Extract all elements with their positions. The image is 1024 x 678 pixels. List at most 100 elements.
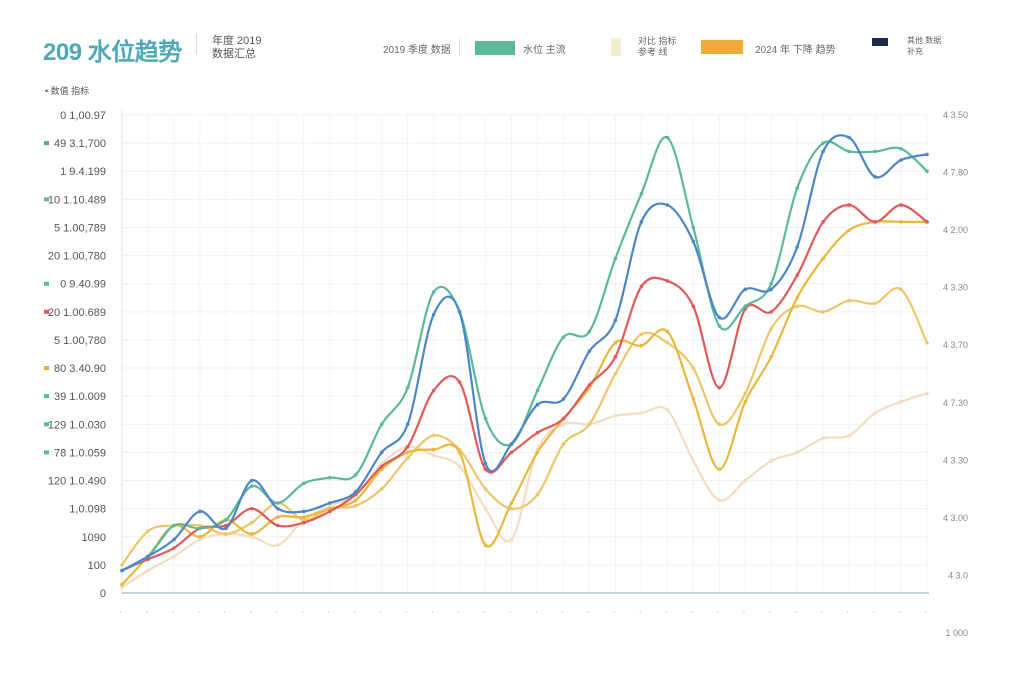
- x-tick-label: ·: [221, 607, 228, 616]
- x-tick-label: ·: [896, 607, 903, 616]
- series-2-point: [483, 461, 488, 466]
- series-6-point: [146, 568, 150, 573]
- y-tick-marker: [44, 450, 49, 455]
- series-4-point: [665, 329, 670, 334]
- series-5-point: [301, 518, 306, 522]
- x-tick-label: ·: [143, 607, 150, 616]
- axis-title-dot-icon: •: [45, 86, 49, 96]
- y-tick-label: 80 3.40.90: [54, 363, 106, 375]
- series-6-point: [873, 411, 877, 415]
- legend-swatch-3[interactable]: [611, 38, 621, 56]
- series-6-point: [561, 422, 566, 427]
- y-tick-label: 129 1.0.030: [48, 419, 106, 431]
- series-1-point: [665, 135, 670, 140]
- series-4-point: [405, 450, 410, 455]
- x-tick-label: ·: [351, 607, 358, 616]
- chart-title: 209 水位趋势: [43, 39, 182, 66]
- series-5-point: [120, 563, 124, 567]
- series-2-point: [613, 318, 618, 323]
- series-1-point: [301, 481, 306, 486]
- series-6-point: [795, 450, 799, 455]
- series-3-point: [925, 220, 929, 224]
- legend-label-3[interactable]: 对比 指标 参考 线: [638, 36, 677, 58]
- legend-label-3b: 参考 线: [638, 47, 668, 57]
- x-tick-label: ·: [299, 607, 306, 616]
- legend-swatch-4[interactable]: [701, 40, 743, 54]
- y-tick-label: 10 1.10.489: [48, 194, 106, 206]
- series-5-point: [717, 422, 722, 427]
- series-5-point: [769, 326, 773, 331]
- y-tick-marker: [44, 141, 49, 146]
- series-6-point: [198, 537, 202, 542]
- x-tick-label: ·: [117, 607, 124, 616]
- x-tick-label: ·: [169, 607, 176, 616]
- series-2-point: [353, 489, 358, 494]
- series-1-point: [743, 304, 748, 309]
- x-tick-label: ·: [558, 607, 565, 616]
- legend-label-5b: 补充: [907, 47, 923, 56]
- right-tick-label: 4 3.30: [943, 283, 968, 293]
- legend-label-3a: 对比 指标: [638, 36, 677, 46]
- series-1-point: [795, 186, 799, 190]
- series-4-point: [353, 498, 358, 503]
- series-1-point: [172, 523, 176, 528]
- y-tick-label: 78 1.0.059: [54, 447, 106, 459]
- y-tick-label: 0 1,00.97: [60, 110, 106, 122]
- series-6-point: [925, 391, 929, 396]
- series-line-5: [120, 286, 929, 566]
- x-tick-label: ·: [273, 607, 280, 616]
- series-6-point: [717, 498, 722, 503]
- y-tick-label: 5 1.00,789: [54, 222, 106, 234]
- series-6-point: [665, 408, 670, 413]
- series-line-2: [120, 134, 929, 572]
- series-4-point: [457, 450, 462, 455]
- series-6-point: [847, 433, 851, 438]
- series-2-point: [198, 509, 202, 514]
- series-2-point: [795, 245, 799, 249]
- series-2-point: [873, 175, 877, 179]
- series-4-point: [198, 534, 202, 539]
- series-2-point: [535, 402, 540, 407]
- series-3-point: [613, 355, 618, 359]
- series-5-point: [353, 504, 358, 508]
- series-3-point: [795, 273, 799, 278]
- series-2-point: [457, 310, 462, 314]
- right-tick-label: 4 3.30: [943, 455, 968, 465]
- series-5-point: [795, 304, 799, 309]
- series-5-point: [379, 487, 384, 491]
- series-1-point: [691, 225, 696, 230]
- x-tick-label: ·: [454, 607, 461, 616]
- chart-title-sub: · · ·: [118, 52, 131, 61]
- series-6-point: [743, 478, 748, 483]
- series-4-point: [483, 543, 488, 547]
- series-5-point: [899, 287, 903, 292]
- series-5-point: [535, 492, 540, 497]
- legend-label-1[interactable]: 2019 季度 数据: [383, 45, 451, 56]
- legend-label-2[interactable]: 水位 主流: [523, 45, 566, 56]
- right-tick-label: 4 3.0: [948, 570, 968, 580]
- x-tick-label: ·: [792, 607, 799, 616]
- legend-separator: [459, 38, 460, 56]
- series-1-point: [873, 149, 877, 154]
- series-6-point: [250, 534, 254, 539]
- series-2-point: [276, 506, 280, 511]
- right-tick-label: 4 3.70: [943, 340, 968, 350]
- legend-swatch-2[interactable]: [475, 41, 515, 55]
- series-3-point: [873, 220, 877, 224]
- series-4-point: [639, 343, 644, 348]
- series-1-point: [769, 281, 773, 286]
- x-tick-label: ·: [610, 607, 617, 616]
- series-3-point: [821, 220, 825, 224]
- x-tick-label: ·: [636, 607, 643, 616]
- series-3-point: [639, 284, 644, 289]
- legend-label-5[interactable]: 其他 数据 补充: [907, 35, 941, 57]
- series-4-point: [821, 256, 825, 261]
- series-3-point: [457, 380, 462, 384]
- series-2-point: [561, 397, 566, 401]
- legend-swatch-5[interactable]: [872, 38, 888, 46]
- series-1-point: [353, 473, 358, 477]
- legend-label-4[interactable]: 2024 年 下降 趋势: [755, 45, 836, 56]
- series-3-point: [847, 203, 851, 207]
- x-tick-label: ·: [870, 607, 877, 616]
